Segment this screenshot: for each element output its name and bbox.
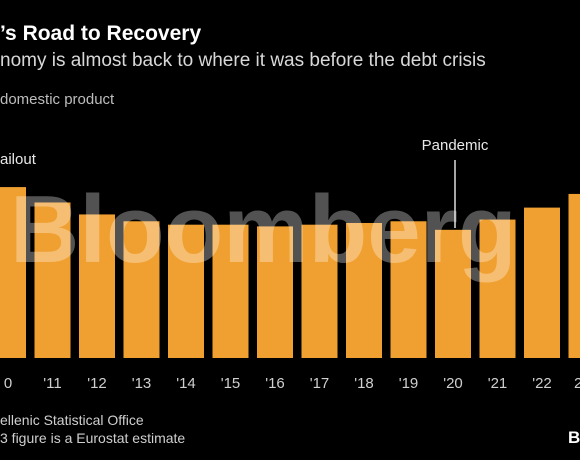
- chart-subtitle: nomy is almost back to where it was befo…: [0, 50, 486, 71]
- bar-4: [168, 224, 204, 358]
- brand-logo: B: [568, 428, 580, 447]
- x-tick-label: '17: [310, 375, 330, 392]
- x-tick-label: '22: [532, 375, 552, 392]
- bar-9: [390, 221, 427, 358]
- watermark: Bloomberg: [10, 176, 517, 283]
- x-tick-label: '19: [399, 375, 419, 392]
- x-tick-label: 0: [4, 375, 12, 392]
- bar-0: [0, 187, 26, 358]
- x-tick-label: 202: [574, 375, 580, 392]
- bar-6: [257, 226, 293, 358]
- x-tick-label: '15: [221, 375, 241, 392]
- bar-11: [479, 219, 516, 358]
- annotation-bailout: ailout: [0, 151, 37, 168]
- bar-12: [524, 207, 560, 358]
- units-label: domestic product: [0, 91, 115, 108]
- bar-8: [346, 222, 382, 358]
- bar-13: [568, 193, 580, 358]
- x-tick-label: '21: [488, 375, 508, 392]
- x-tick-label: '20: [443, 375, 463, 392]
- bar-10: [435, 229, 471, 358]
- x-tick-label: '11: [43, 375, 61, 392]
- footnote: 3 figure is a Eurostat estimate: [0, 430, 186, 446]
- bar-1: [34, 202, 71, 358]
- x-tick-label: '16: [265, 375, 285, 392]
- chart-title: ’s Road to Recovery: [0, 22, 202, 45]
- x-tick-label: '12: [87, 375, 107, 392]
- bar-2: [79, 214, 115, 358]
- bar-3: [123, 221, 160, 358]
- source-note: ellenic Statistical Office: [0, 412, 144, 428]
- x-tick-label: '18: [354, 375, 374, 392]
- x-tick-label: '14: [176, 375, 196, 392]
- annotation-pandemic: Pandemic: [422, 137, 489, 154]
- bar-7: [301, 224, 338, 358]
- x-tick-label: '13: [132, 375, 152, 392]
- bar-5: [212, 224, 249, 358]
